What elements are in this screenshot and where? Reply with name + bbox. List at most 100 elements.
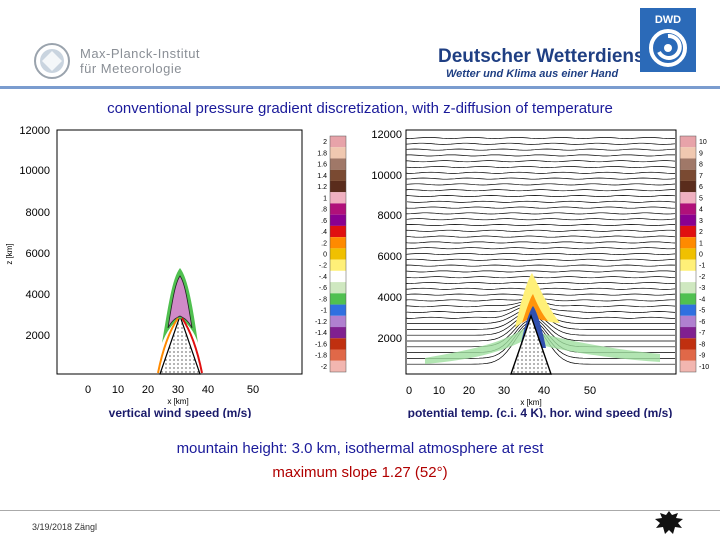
left-colorbar-labels: 21.81.61.41.21.8.6.4.20-.2-.4-.6-.8-1-1.… [315, 139, 327, 371]
colorbar-swatch [330, 203, 346, 215]
colorbar-swatch [680, 304, 696, 316]
colorbar-swatch [330, 192, 346, 204]
colorbar-swatch [680, 349, 696, 361]
right-x-axis: 0 10 20 30 40 50 [406, 385, 596, 397]
left-y-tick: 10000 [19, 165, 50, 177]
colorbar-swatch [680, 338, 696, 350]
dwd-slogan: Wetter und Klima aus einer Hand [446, 68, 619, 80]
colorbar-swatch [330, 304, 346, 316]
colorbar-swatch [680, 169, 696, 181]
mpi-name: Max-Planck-Institut für Meteorologie [80, 46, 200, 76]
colorbar-label: 1 [323, 195, 327, 202]
theta-isoline [406, 218, 676, 221]
colorbar-swatch [680, 225, 696, 238]
left-x-tick: 30 [172, 384, 184, 396]
theta-isoline [406, 212, 676, 215]
right-y-tick: 6000 [378, 251, 402, 263]
theta-isoline [406, 148, 676, 151]
colorbar-swatch [330, 225, 346, 238]
colorbar-swatch [680, 214, 696, 226]
colorbar-label: 10 [699, 139, 707, 146]
colorbar-label: -1 [321, 308, 327, 315]
colorbar-label: 0 [699, 252, 703, 259]
left-x-tick: 50 [247, 384, 259, 396]
theta-isoline [406, 276, 676, 279]
theta-isoline [407, 317, 675, 348]
left-y-tick: 2000 [26, 330, 50, 342]
panels: 12000 10000 8000 6000 4000 2000 z [km] 0… [5, 125, 709, 418]
right-y-tick: 8000 [378, 210, 402, 222]
colorbar-swatch [330, 259, 346, 271]
colorbar-label: .2 [321, 240, 327, 247]
eagle-icon [655, 511, 683, 534]
right-x-tick: 50 [584, 385, 596, 397]
colorbar-swatch [330, 360, 346, 372]
summary-line-2: maximum slope 1.27 (52°) [272, 464, 448, 481]
right-caption: potential temp. (c.i. 4 K), hor. wind sp… [408, 406, 673, 418]
colorbar-swatch [330, 136, 346, 148]
left-wind-plume [167, 275, 193, 329]
left-x-axis-title: x [km] [167, 397, 188, 406]
theta-isoline [406, 183, 676, 186]
dwd-logo-icon: DWD [640, 8, 696, 72]
colorbar-swatch [330, 147, 346, 159]
mpi-sub-line: für Meteorologie [80, 61, 182, 76]
colorbar-swatch [330, 282, 346, 294]
left-y-tick: 12000 [19, 125, 50, 137]
colorbar-label: 1.8 [317, 150, 327, 157]
colorbar-label: 5 [699, 195, 703, 202]
right-x-tick: 0 [406, 385, 412, 397]
left-x-tick: 20 [142, 384, 154, 396]
theta-isoline [406, 224, 676, 226]
colorbar-swatch [680, 360, 696, 372]
colorbar-swatch [680, 282, 696, 294]
theta-isoline [406, 241, 676, 244]
colorbar-swatch [680, 293, 696, 305]
left-x-tick: 10 [112, 384, 124, 396]
colorbar-swatch [330, 169, 346, 181]
theta-isoline [406, 154, 676, 157]
left-caption: vertical wind speed (m/s) [109, 406, 252, 418]
right-x-tick: 30 [498, 385, 510, 397]
left-x-axis: 0 10 20 30 40 50 [85, 384, 259, 396]
theta-isoline [406, 189, 675, 192]
colorbar-frame [329, 135, 347, 373]
colorbar-label: -1.8 [315, 353, 327, 360]
colorbar-swatch [330, 315, 346, 328]
colorbar-swatch [680, 180, 696, 193]
theta-isoline [406, 253, 676, 255]
left-y-axis-title: z [km] [5, 243, 14, 264]
theta-isoline [406, 258, 676, 261]
colorbar-label: -4 [699, 296, 705, 303]
colorbar-swatch [330, 248, 346, 260]
colorbar-label: 1.2 [317, 184, 327, 191]
right-wind-band [425, 328, 660, 364]
dwd-badge: DWD [655, 14, 681, 26]
theta-isoline [406, 160, 676, 163]
theta-isoline [406, 171, 675, 174]
right-y-tick: 2000 [378, 333, 402, 345]
colorbar-label: -10 [699, 364, 709, 371]
colorbar-label: -8 [699, 341, 705, 348]
colorbar-swatch [680, 270, 696, 283]
theta-isoline [406, 206, 676, 209]
colorbar-label: -9 [699, 353, 705, 360]
colorbar-swatch [680, 203, 696, 215]
left-x-tick: 40 [202, 384, 214, 396]
dwd-name: Deutscher Wetterdienst [438, 46, 651, 67]
colorbar-swatch [680, 315, 696, 328]
theta-isoline [406, 177, 676, 180]
right-y-tick: 10000 [371, 170, 402, 182]
theta-isoline [406, 270, 676, 273]
left-colorbar [329, 135, 347, 373]
colorbar-swatch [330, 214, 346, 226]
colorbar-label: .8 [321, 207, 327, 214]
left-y-tick: 8000 [26, 207, 50, 219]
colorbar-label: -1.2 [315, 319, 327, 326]
colorbar-swatch [680, 192, 696, 204]
right-x-tick: 40 [538, 385, 550, 397]
colorbar-swatch [680, 237, 696, 249]
theta-isoline [406, 200, 676, 203]
colorbar-swatch [330, 338, 346, 350]
